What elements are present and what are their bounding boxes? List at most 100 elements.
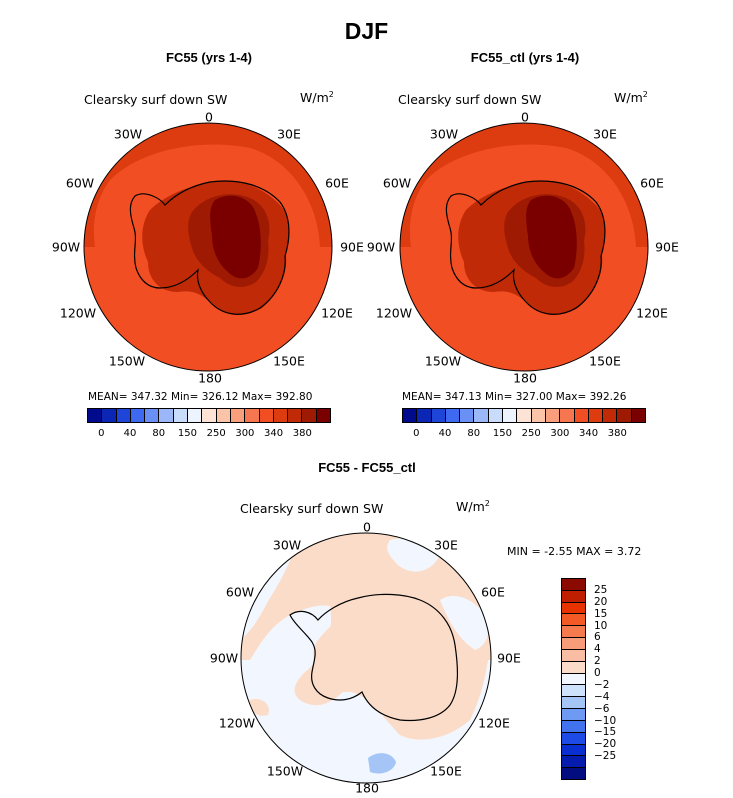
colorbar-tick-label: 300	[550, 428, 570, 439]
colorbar-swatch	[562, 590, 585, 603]
colorbar-tick-label: 80	[467, 428, 481, 439]
positive-patch	[249, 699, 269, 716]
positive-patch	[300, 685, 345, 706]
colorbar-swatch	[259, 409, 274, 422]
coastline	[289, 593, 458, 722]
colorbar-tick-label: 40	[123, 428, 137, 439]
colorbar-swatch	[431, 409, 446, 422]
negative-region	[241, 605, 491, 783]
units-label: W/m2	[300, 90, 334, 106]
coastline	[445, 180, 606, 315]
colorbar-swatch	[562, 768, 585, 780]
colorbar-swatch	[202, 409, 217, 422]
colorbar-swatch	[562, 709, 585, 721]
colorbar-tick-label: 10	[594, 619, 608, 632]
variable-name: Clearsky surf down SW	[398, 92, 542, 107]
colorbar-swatch	[562, 720, 585, 733]
lon-label-120w: 120W	[375, 305, 413, 321]
colorbar-tick-label: −20	[594, 738, 617, 751]
lon-label-150e: 150E	[430, 763, 462, 779]
colorbar-swatch	[316, 409, 331, 422]
lon-label-90w: 90W	[51, 239, 81, 255]
colorbar-swatch	[562, 744, 585, 757]
lon-label-150w: 150W	[108, 353, 146, 369]
colorbar-swatch	[302, 409, 317, 422]
colorbar-swatch	[288, 409, 303, 422]
colorbar-tick-label: 150	[492, 428, 513, 439]
colorbar-swatch	[562, 697, 585, 710]
colorbar-tick-label: 25	[594, 583, 608, 596]
lon-label-30e: 30E	[434, 537, 458, 553]
colorbar-swatch	[617, 409, 632, 422]
colorbar-swatch	[488, 409, 504, 422]
lon-label-120w: 120W	[218, 715, 256, 731]
lon-label-120w: 120W	[59, 305, 97, 321]
colorbar-swatch	[173, 409, 189, 422]
lon-label-90e: 90E	[340, 239, 364, 255]
lon-label-90e: 90E	[497, 650, 521, 666]
lon-label-180: 180	[355, 780, 379, 796]
colorbar-swatch	[403, 409, 418, 422]
lon-label-60e: 60E	[325, 175, 349, 191]
colorbar-swatch	[603, 409, 618, 422]
colorbar-swatch	[116, 409, 131, 422]
colorbar-swatch	[631, 409, 646, 422]
lon-label-120e: 120E	[636, 305, 668, 321]
colorbar-tick-label: 340	[264, 428, 284, 439]
lon-label-90w: 90W	[366, 239, 396, 255]
lon-label-90w: 90W	[209, 650, 239, 666]
colorbar	[87, 408, 331, 423]
units-label: W/m2	[614, 90, 648, 106]
colorbar-swatch	[562, 626, 585, 639]
coastline	[129, 180, 290, 315]
colorbar-swatch	[562, 579, 585, 591]
colorbar-swatch	[273, 409, 289, 422]
panel-title: FC55 - FC55_ctl	[318, 460, 416, 475]
outer-ring-high	[84, 123, 332, 247]
colorbar-swatch	[562, 638, 585, 650]
colorbar-tick-label: 0	[413, 428, 420, 439]
colorbar-swatch	[562, 602, 585, 615]
colorbar-swatch	[560, 409, 575, 422]
colorbar-tick-label: 0	[98, 428, 105, 439]
colorbar-swatch	[562, 614, 585, 627]
lon-label-180: 180	[198, 370, 222, 386]
lon-label-60e: 60E	[481, 584, 505, 600]
colorbar	[402, 408, 646, 423]
variable-name: Clearsky surf down SW	[84, 92, 228, 107]
lon-label-30w: 30W	[113, 126, 143, 142]
lon-label-30e: 30E	[593, 126, 617, 142]
colorbar-ticks: 0 40 80 150 250 300 340 380	[402, 428, 646, 442]
lon-label-0: 0	[363, 519, 371, 535]
panel-title: FC55_ctl (yrs 1-4)	[470, 50, 580, 65]
colorbar-swatch	[517, 409, 532, 422]
colorbar-swatch	[545, 409, 561, 422]
colorbar-swatch	[562, 661, 585, 674]
colorbar-tick-label: 340	[579, 428, 599, 439]
outer-ring-high	[400, 123, 648, 247]
stats-text: MIN = -2.55 MAX = 3.72	[507, 545, 642, 558]
colorbar-swatch	[562, 649, 585, 662]
colorbar-ticks: 0 40 80 150 250 300 340 380	[87, 428, 331, 442]
colorbar-swatch	[417, 409, 432, 422]
colorbar-tick-label: 250	[521, 428, 541, 439]
ice-sheet-outer	[458, 181, 606, 316]
colorbar-tick-label: −10	[594, 714, 617, 727]
ice-sheet-inner	[504, 194, 586, 287]
colorbar-swatch	[245, 409, 260, 422]
colorbar-swatch	[188, 409, 203, 422]
colorbar-swatch	[145, 409, 160, 422]
colorbar-swatch	[562, 673, 585, 686]
colorbar	[561, 578, 586, 780]
lon-label-30w: 30W	[272, 537, 302, 553]
colorbar-tick-label: 300	[235, 428, 255, 439]
colorbar-tick-label: 20	[594, 595, 608, 608]
colorbar-tick-label: 250	[206, 428, 226, 439]
lon-label-150w: 150W	[266, 763, 304, 779]
ice-sheet-core	[526, 195, 577, 279]
lon-label-150w: 150W	[424, 353, 462, 369]
colorbar-tick-label: −6	[594, 702, 610, 715]
colorbar-tick-label: 380	[292, 428, 312, 439]
colorbar-swatch	[216, 409, 231, 422]
negative-patch	[440, 595, 489, 650]
